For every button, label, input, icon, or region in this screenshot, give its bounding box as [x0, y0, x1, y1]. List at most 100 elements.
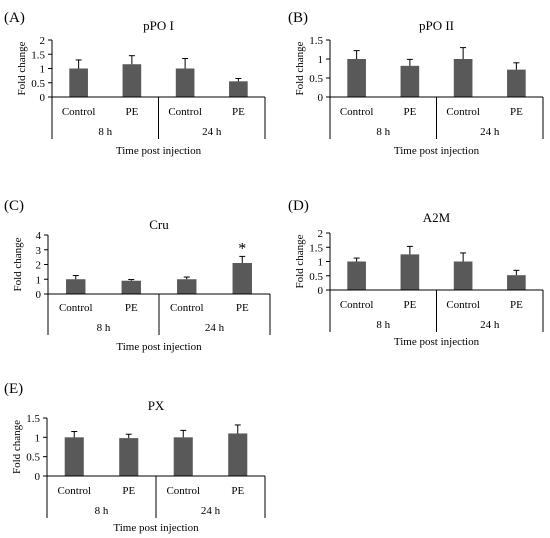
y-tick-label: 0.5 [31, 78, 45, 90]
y-tick-label: 1 [36, 274, 42, 286]
bar [64, 437, 84, 476]
group-label: 8 h [98, 126, 112, 138]
y-tick-label: 2 [40, 35, 46, 47]
bar [177, 279, 197, 294]
chart-title: pPO I [143, 18, 174, 33]
bar [347, 261, 366, 290]
category-label: Control [340, 299, 374, 311]
y-tick-label: 0 [36, 289, 42, 301]
category-label: PE [236, 302, 249, 314]
category-label: PE [510, 106, 523, 118]
panel-label: (B) [288, 10, 308, 26]
chart-panel: (C) Cru 0 1 2 3 4 Fold change Control PE Control * P… [4, 198, 271, 353]
y-axis-label: Fold change [294, 41, 306, 95]
y-tick-label: 1.5 [309, 35, 323, 47]
bar [229, 81, 248, 97]
panel-label: (C) [4, 198, 24, 214]
category-label: PE [403, 299, 416, 311]
y-tick-label: 1 [35, 432, 41, 444]
chart-title: PX [148, 398, 165, 413]
bar [69, 68, 88, 97]
y-tick-label: 0.5 [309, 271, 323, 283]
category-label: Control [166, 485, 200, 497]
bar [119, 438, 139, 476]
y-tick-label: 0.5 [26, 452, 40, 464]
category-label: PE [231, 485, 244, 497]
bar [453, 59, 473, 97]
category-label: Control [59, 302, 93, 314]
group-label: 24 h [205, 322, 225, 334]
chart-title: pPO II [419, 18, 454, 33]
y-tick-label: 3 [36, 245, 42, 257]
y-tick-label: 0 [318, 92, 324, 104]
bar [507, 275, 526, 290]
bar [228, 433, 248, 476]
bar [121, 280, 141, 294]
group-label: 24 h [480, 126, 500, 138]
chart-title: A2M [423, 210, 451, 225]
x-axis-label: Time post injection [116, 341, 202, 353]
category-label: PE [125, 302, 138, 314]
category-label: Control [62, 106, 96, 118]
y-tick-label: 1 [318, 54, 324, 66]
bar [347, 59, 366, 97]
x-axis-label: Time post injection [113, 522, 199, 534]
group-label: 8 h [376, 319, 390, 331]
group-label: 24 h [201, 505, 221, 517]
bar [173, 437, 193, 476]
category-label: PE [232, 106, 245, 118]
y-tick-label: 1 [318, 257, 324, 269]
group-label: 24 h [202, 126, 222, 138]
panel-label: (E) [4, 381, 23, 397]
group-label: 8 h [95, 505, 109, 517]
category-label: PE [125, 106, 138, 118]
y-axis-label: Fold change [294, 234, 306, 288]
category-label: Control [170, 302, 204, 314]
bar [232, 263, 252, 294]
category-label: Control [57, 485, 91, 497]
y-tick-label: 1.5 [26, 413, 40, 425]
bar [122, 64, 142, 97]
panel-label: (D) [288, 198, 309, 214]
y-tick-label: 0 [35, 471, 41, 483]
bar [453, 261, 473, 290]
significance-marker: * [238, 240, 246, 257]
y-axis-label: Fold change [12, 237, 24, 291]
y-tick-label: 0 [318, 285, 324, 297]
y-tick-label: 1.5 [309, 242, 323, 254]
y-tick-label: 2 [318, 228, 324, 240]
chart-panel: (D) A2M 0 0.5 1 1.5 2 Fold change Control PE Contr… [288, 198, 544, 348]
group-label: 8 h [376, 126, 390, 138]
category-label: Control [340, 106, 374, 118]
x-axis-label: Time post injection [116, 145, 202, 157]
bar [175, 68, 195, 97]
bar [66, 279, 86, 294]
category-label: Control [168, 106, 202, 118]
y-tick-label: 0 [40, 92, 46, 104]
group-label: 24 h [480, 319, 500, 331]
category-label: Control [446, 299, 480, 311]
y-tick-label: 4 [36, 230, 42, 242]
bar [400, 65, 420, 97]
category-label: PE [510, 299, 523, 311]
category-label: PE [122, 485, 135, 497]
y-tick-label: 2 [36, 260, 42, 272]
panel-label: (A) [4, 10, 25, 26]
group-label: 8 h [97, 322, 111, 334]
y-tick-label: 0.5 [309, 73, 323, 85]
bar [400, 254, 420, 290]
x-axis-label: Time post injection [394, 145, 480, 157]
bar [507, 69, 526, 97]
x-axis-label: Time post injection [394, 336, 480, 348]
chart-panel: (A) pPO I 0 0.5 1 1.5 2 Fold change Control PE Con… [4, 10, 266, 157]
y-axis-label: Fold change [11, 420, 23, 474]
y-tick-label: 1 [40, 64, 46, 76]
chart-title: Cru [149, 217, 169, 232]
category-label: Control [446, 106, 480, 118]
y-axis-label: Fold change [16, 41, 28, 95]
category-label: PE [403, 106, 416, 118]
y-tick-label: 1.5 [31, 49, 45, 61]
